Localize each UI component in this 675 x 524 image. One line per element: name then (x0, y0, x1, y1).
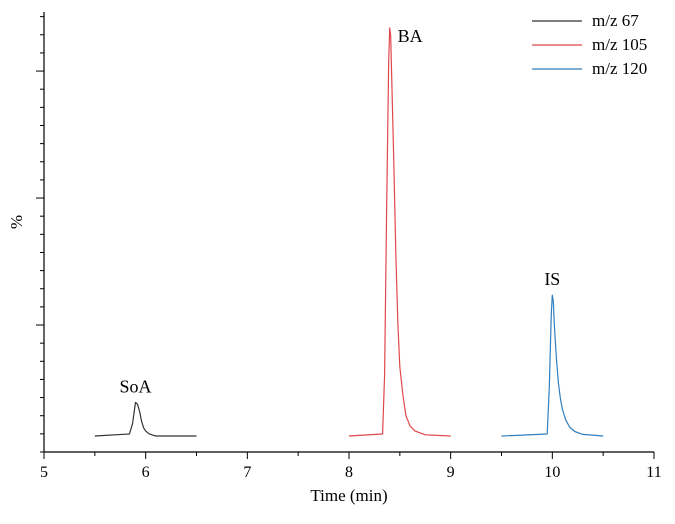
x-tick-label: 9 (447, 464, 455, 481)
x-tick-label: 6 (142, 464, 150, 481)
series-line-3 (501, 294, 604, 437)
series-lines (94, 27, 604, 437)
x-axis-title: Time (min) (310, 486, 387, 505)
legend: m/z 67 m/z 105 m/z 120 (532, 11, 647, 78)
legend-label: m/z 67 (592, 11, 639, 30)
x-ticks: 5 6 7 8 9 10 11 (40, 452, 662, 481)
series-line-1 (94, 401, 197, 437)
peak-label: IS (544, 269, 560, 289)
peak-label: BA (398, 26, 423, 46)
y-axis-title: % (7, 215, 26, 229)
x-tick-label: 10 (544, 464, 560, 481)
legend-label: m/z 120 (592, 59, 647, 78)
x-tick-label: 8 (345, 464, 353, 481)
x-tick-label: 11 (646, 464, 661, 481)
legend-label: m/z 105 (592, 35, 647, 54)
x-tick-label: 7 (243, 464, 251, 481)
x-tick-label: 5 (40, 464, 48, 481)
y-ticks (36, 16, 44, 453)
series-line-2 (348, 27, 451, 437)
peak-label: SoA (119, 377, 151, 397)
peak-annotations: SoA BA IS (119, 26, 560, 397)
